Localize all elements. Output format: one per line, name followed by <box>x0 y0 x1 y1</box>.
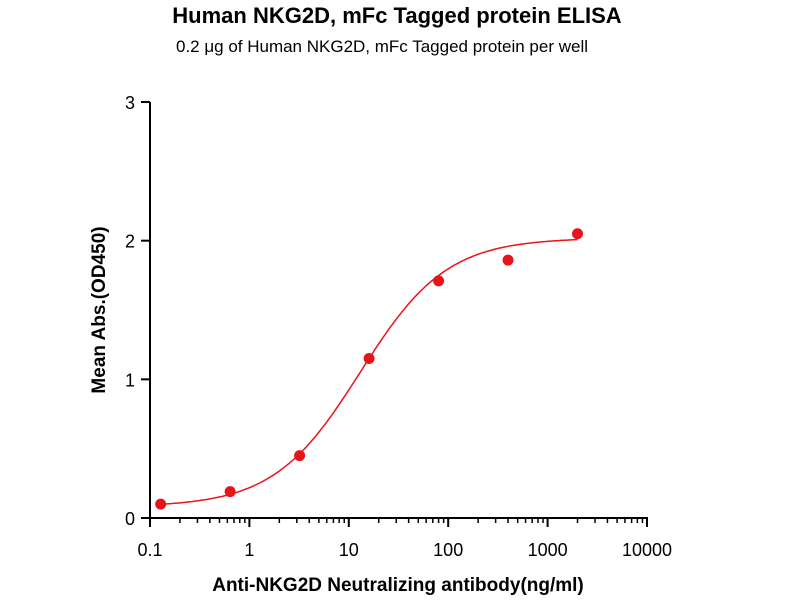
chart-subtitle: 0.2 μg of Human NKG2D, mFc Tagged protei… <box>176 37 588 56</box>
x-tick-label: 1000 <box>528 540 568 560</box>
x-tick-label: 10 <box>339 540 359 560</box>
chart-title: Human NKG2D, mFc Tagged protein ELISA <box>172 3 622 28</box>
y-tick-label: 0 <box>125 509 135 529</box>
y-tick-label: 2 <box>125 232 135 252</box>
data-point <box>294 450 306 462</box>
data-point <box>224 486 236 498</box>
x-tick-label: 1 <box>244 540 254 560</box>
fit-curve <box>160 238 578 506</box>
y-tick-label: 1 <box>125 370 135 390</box>
x-tick-label: 10000 <box>622 540 672 560</box>
data-point <box>433 275 445 287</box>
data-point <box>502 254 514 266</box>
y-tick-label: 3 <box>125 93 135 113</box>
y-axis-label: Mean Abs.(OD450) <box>89 226 110 393</box>
data-point <box>363 353 375 365</box>
x-axis-label: Anti-NKG2D Neutralizing antibody(ng/ml) <box>212 575 584 596</box>
x-tick-label: 0.1 <box>137 540 162 560</box>
data-point <box>572 228 584 240</box>
x-tick-label: 100 <box>433 540 463 560</box>
data-point <box>155 498 167 510</box>
